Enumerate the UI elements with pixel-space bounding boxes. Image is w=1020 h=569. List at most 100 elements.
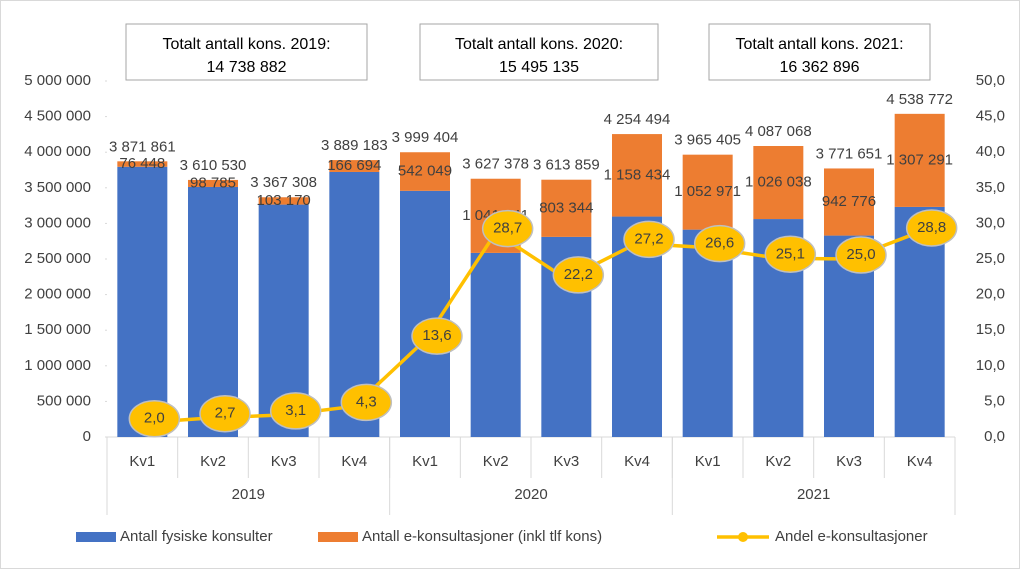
total-label: 3 367 308 [250,174,317,191]
data-label-bubble [269,392,322,430]
y2-tick-label: 50,0 [976,72,1005,89]
y-tick-label: 3 500 000 [24,179,91,196]
bar [894,113,945,207]
legend-label: Andel e-konsultasjoner [775,528,928,545]
bar [258,197,309,205]
bar [117,166,168,437]
bar-value-label: 1 158 434 [604,166,671,183]
bar-value-label: 76 448 [119,155,165,172]
bar [400,152,450,191]
x-tick-label: Kv4 [907,453,933,470]
total-label: 3 610 530 [180,157,247,174]
data-label-bubble [623,220,675,259]
line-value-label: 4,3 [356,393,377,410]
line-value-label: 28,8 [917,219,946,236]
line-value-label: 22,2 [564,266,593,283]
data-label-bubble [411,317,463,355]
x-tick-label: Kv3 [271,453,297,470]
annotation-box [125,23,368,81]
bar [753,146,804,220]
annotation-value: 15 495 135 [499,59,579,76]
bar [117,161,168,167]
bar [612,134,662,217]
line-value-label: 26,6 [705,235,734,252]
y2-tick-label: 30,0 [976,214,1005,231]
bar [188,179,238,187]
y-tick-label: 500 000 [37,392,91,409]
bar-value-label: 1 052 971 [674,183,741,200]
bar-value-label: 103 170 [257,192,311,209]
total-label: 3 999 404 [392,129,459,146]
bar [329,160,380,172]
total-label: 3 871 861 [109,138,176,155]
y-tick-label: 0 [83,428,91,445]
y-tick-label: 1 000 000 [24,357,91,374]
line-value-label: 28,7 [493,220,522,237]
y-tick-label: 3 000 000 [24,214,91,231]
y-tick-label: 1 500 000 [24,321,91,338]
y2-tick-label: 35,0 [976,179,1005,196]
bar-value-label: 542 049 [398,163,452,180]
total-label: 4 254 494 [604,111,671,128]
data-label-bubble [128,400,181,438]
bar-value-label: 942 776 [822,193,876,210]
group-label: 2019 [232,486,265,503]
x-tick-label: Kv4 [341,453,367,470]
legend-label: Antall fysiske konsulter [120,528,273,545]
total-label: 4 087 068 [745,123,812,140]
y-tick-label: 2 000 000 [24,286,91,303]
bar [682,154,733,230]
annotation-title: Totalt antall kons. 2019: [162,36,330,53]
total-label: 4 538 772 [886,91,953,108]
bar [682,229,733,437]
bar [470,252,521,437]
data-label-bubble [835,236,887,274]
y2-tick-label: 15,0 [976,321,1005,338]
x-tick-label: Kv3 [553,453,579,470]
line-value-label: 13,6 [422,327,451,344]
data-label-bubble [693,224,746,263]
bar-value-label: 166 694 [327,157,381,174]
y2-tick-label: 45,0 [976,108,1005,125]
legend-swatch [318,532,358,542]
y-tick-label: 5 000 000 [24,72,91,89]
y2-tick-label: 10,0 [976,357,1005,374]
y2-tick-label: 0,0 [984,428,1005,445]
legend-swatch-marker [738,532,748,542]
x-tick-label: Kv3 [836,453,862,470]
x-tick-label: Kv2 [483,453,509,470]
annotation-box [708,23,931,81]
data-label-bubble [340,383,393,422]
data-label-bubble [905,209,958,247]
bar [824,168,874,236]
annotation-value: 16 362 896 [779,59,859,76]
x-tick-label: Kv2 [200,453,226,470]
bar [541,179,592,237]
line-value-label: 25,0 [846,246,875,263]
legend-swatch [76,532,116,542]
line-value-label: 25,1 [776,245,805,262]
line-value-label: 2,0 [144,410,165,427]
line-value-label: 27,2 [634,230,663,247]
x-tick-label: Kv1 [412,453,438,470]
total-label: 3 965 405 [674,132,741,149]
x-tick-label: Kv1 [129,453,155,470]
y2-tick-label: 5,0 [984,392,1005,409]
x-tick-label: Kv4 [624,453,650,470]
data-label-bubble [481,209,534,248]
annotation-title: Totalt antall kons. 2021: [735,36,903,53]
total-label: 3 889 183 [321,137,388,154]
bar-value-label: 803 344 [539,199,593,216]
y-tick-label: 2 500 000 [24,250,91,267]
group-label: 2020 [514,486,547,503]
line-value-label: 2,7 [215,405,236,422]
total-label: 3 771 651 [816,145,883,162]
y2-tick-label: 40,0 [976,143,1005,160]
bar-value-label: 98 785 [190,174,236,191]
y2-tick-label: 20,0 [976,286,1005,303]
annotation-box [419,23,659,81]
total-label: 3 627 378 [462,156,529,173]
total-label: 3 613 859 [533,157,600,174]
line-value-label: 3,1 [285,402,306,419]
